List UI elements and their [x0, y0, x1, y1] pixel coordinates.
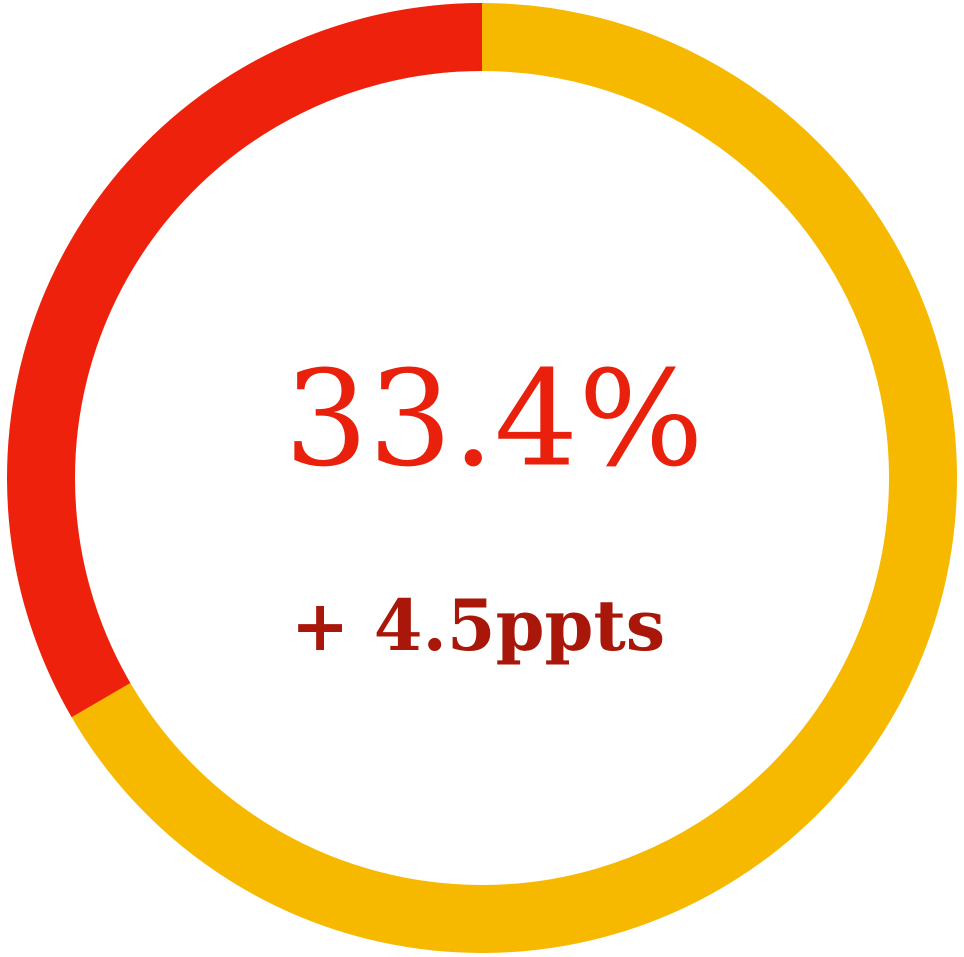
donut-segment	[71, 3, 957, 953]
center-label: 33.4%	[284, 343, 703, 497]
annotation: + 4.5ppts	[291, 584, 665, 667]
donut-segment	[7, 3, 483, 718]
